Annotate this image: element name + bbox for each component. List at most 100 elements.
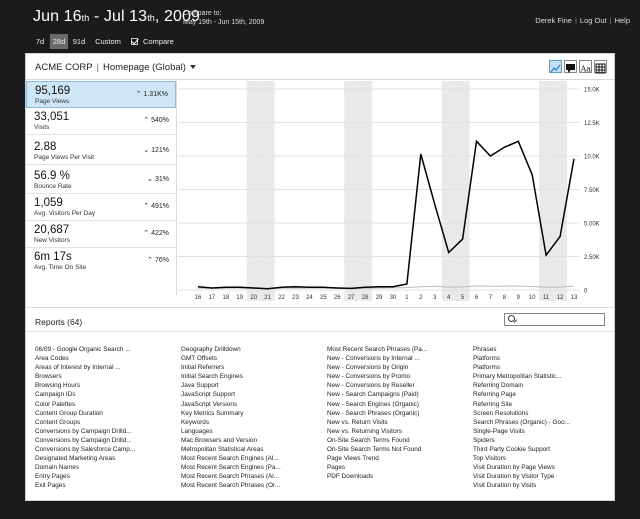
- metric-value: 1,059: [34, 197, 63, 209]
- compare-checkbox[interactable]: [131, 38, 138, 45]
- report-link[interactable]: Phrases: [473, 346, 497, 353]
- report-link[interactable]: Screen Resolutions: [473, 409, 529, 417]
- report-link[interactable]: Mac Browsers and Version: [181, 436, 258, 444]
- report-link[interactable]: Referring Page: [473, 391, 516, 399]
- report-link[interactable]: Conversions by Campaign Drilld...: [35, 427, 132, 435]
- report-link[interactable]: Most Recent Search Phrases (Pa...: [327, 346, 428, 353]
- range-7d-button[interactable]: 7d: [35, 37, 45, 46]
- report-link[interactable]: Visit Duration by Visitor Type: [473, 473, 555, 481]
- report-link[interactable]: On-Site Search Terms Not Found: [327, 446, 422, 454]
- report-link[interactable]: Visit Duration by Page Views: [473, 464, 555, 472]
- report-link[interactable]: Exit Pages: [35, 482, 66, 490]
- report-link[interactable]: JavaScript Support: [181, 391, 235, 399]
- user-name-link[interactable]: Derek Fine: [535, 16, 572, 25]
- metric-new-visitors[interactable]: 20,687 New Visitors 422%: [26, 221, 176, 248]
- x-tick-label: 29: [376, 295, 383, 301]
- bar-chart-icon[interactable]: [564, 60, 577, 73]
- report-link[interactable]: Conversions by Campaign Drilld...: [35, 436, 132, 444]
- report-link[interactable]: Area Codes: [35, 355, 69, 363]
- date-end-suffix: th: [147, 13, 155, 23]
- report-link[interactable]: New - Conversions by Promo: [327, 373, 411, 381]
- report-link[interactable]: 06/09 - Google Organic Search ...: [35, 346, 131, 353]
- metric-bounce-rate[interactable]: 56.9 % Bounce Rate 31%: [26, 167, 176, 194]
- metric-avg-visitors-per-day[interactable]: 1,059 Avg. Visitors Per Day 491%: [26, 194, 176, 221]
- report-link[interactable]: Initial Referrers: [181, 364, 225, 372]
- report-link[interactable]: New vs. Return Visits: [327, 418, 388, 426]
- report-link[interactable]: Most Recent Search Phrases (Or...: [181, 482, 281, 490]
- metric-visits[interactable]: 33,051 Visits 540%: [26, 108, 176, 135]
- reports-search[interactable]: [504, 313, 605, 326]
- metric-value: 56.9 %: [34, 170, 70, 182]
- report-link[interactable]: Pages: [327, 464, 346, 472]
- report-link[interactable]: Third Party Cookie Support: [473, 446, 551, 454]
- logout-link[interactable]: Log Out: [579, 16, 607, 25]
- table-view-icon[interactable]: [594, 60, 607, 74]
- metric-page-views[interactable]: 95,169 Page Views 1.31K%: [26, 81, 176, 108]
- report-link[interactable]: Color Palettes: [35, 400, 76, 408]
- report-link[interactable]: Primary Metropolitan Statistic...: [473, 373, 562, 381]
- report-link[interactable]: Browsing Hours: [35, 382, 81, 390]
- x-tick-label: 6: [475, 295, 479, 301]
- report-link[interactable]: Single-Page Visits: [473, 427, 525, 435]
- report-link[interactable]: Key Metrics Summary: [181, 409, 244, 417]
- report-link[interactable]: Domain Names: [35, 464, 80, 472]
- profile-selector[interactable]: Homepage (Global): [103, 62, 186, 73]
- report-link[interactable]: Page Views Trend: [327, 455, 379, 463]
- report-link[interactable]: Keywords: [181, 418, 210, 426]
- date-range-title[interactable]: Jun 16th - Jul 13th, 2009: [33, 8, 200, 26]
- compare-label: Compare to:: [183, 10, 222, 17]
- report-link[interactable]: Platforms: [473, 355, 500, 363]
- range-28d-button[interactable]: 28d: [50, 34, 68, 49]
- report-link[interactable]: Platforms: [473, 364, 500, 372]
- range-91d-button[interactable]: 91d: [72, 37, 86, 46]
- report-link[interactable]: Most Recent Search Engines (Pa...: [181, 464, 281, 472]
- compare-range[interactable]: May 19th - Jun 15th, 2009: [183, 19, 265, 26]
- report-link[interactable]: Initial Search Engines: [181, 373, 243, 381]
- compare-toggle[interactable]: Compare: [131, 35, 174, 48]
- report-link[interactable]: PDF Downloads: [327, 473, 374, 481]
- report-link[interactable]: New - Conversions by Internal ...: [327, 355, 420, 363]
- metric-label: Bounce Rate: [34, 183, 72, 190]
- metric-page-views-per-visit[interactable]: 2.88 Page Views Per Visit 121%: [26, 138, 176, 165]
- report-link[interactable]: New - Conversions by Reseller: [327, 382, 415, 390]
- report-link[interactable]: GMT Offsets: [181, 355, 217, 363]
- report-link[interactable]: Entry Pages: [35, 473, 70, 481]
- report-link[interactable]: Referring Domain: [473, 382, 524, 390]
- report-link[interactable]: Languages: [181, 427, 213, 435]
- report-link[interactable]: Top Visitors: [473, 455, 506, 463]
- reports-search-input[interactable]: [519, 314, 603, 325]
- report-link[interactable]: New - Search Engines (Organic): [327, 400, 419, 408]
- user-links: Derek Fine | Log Out | Help: [535, 16, 630, 25]
- trend-chart[interactable]: 0 2.50K 5.00K 7.50K 10.0K 12.5K 15.0K 16 17 18 19 2…: [178, 81, 614, 305]
- report-link[interactable]: Referring Site: [473, 400, 513, 408]
- text-view-icon[interactable]: Aa: [579, 60, 592, 74]
- report-link[interactable]: Campaign IDs: [35, 391, 76, 399]
- metric-change: 76%: [147, 256, 169, 264]
- report-link[interactable]: Content Group Duration: [35, 409, 103, 417]
- report-link[interactable]: Content Groups: [35, 418, 81, 426]
- metric-avg-time-on-site[interactable]: 6m 17s Avg. Time On Site 76%: [26, 248, 176, 275]
- report-link[interactable]: Areas of Interest by Internal ...: [35, 364, 121, 372]
- help-link[interactable]: Help: [614, 16, 630, 25]
- line-chart-icon[interactable]: [549, 60, 562, 73]
- report-link[interactable]: Search Phrases (Organic) - Goo...: [473, 418, 570, 426]
- report-link[interactable]: Conversions by Salesforce Camp...: [35, 446, 136, 454]
- report-link[interactable]: Spiders: [473, 436, 495, 444]
- report-link[interactable]: Most Recent Search Engines (Al...: [181, 455, 279, 463]
- report-link[interactable]: On-Site Search Terms Found: [327, 436, 410, 444]
- report-link[interactable]: Java Support: [181, 382, 219, 390]
- range-custom-button[interactable]: Custom: [95, 37, 121, 46]
- report-link[interactable]: Designated Marketing Areas: [35, 455, 116, 463]
- chevron-down-icon[interactable]: [189, 65, 196, 69]
- report-link[interactable]: New - Search Campaigns (Paid): [327, 391, 419, 399]
- report-link[interactable]: New vs. Returning Visitors: [327, 427, 402, 435]
- metric-label: New Visitors: [34, 237, 71, 244]
- report-link[interactable]: Metropolitan Statistical Areas: [181, 446, 264, 454]
- report-link[interactable]: Visit Duration by Visits: [473, 482, 537, 490]
- report-link[interactable]: Browsers: [35, 373, 62, 381]
- report-link[interactable]: New - Conversions by Origin: [327, 364, 409, 372]
- report-link[interactable]: New - Search Phrases (Organic): [327, 409, 420, 417]
- report-link[interactable]: Most Recent Search Phrases (Al...: [181, 473, 280, 481]
- report-link[interactable]: Geography Drilldown: [181, 346, 241, 353]
- report-link[interactable]: JavaScript Versions: [181, 400, 238, 408]
